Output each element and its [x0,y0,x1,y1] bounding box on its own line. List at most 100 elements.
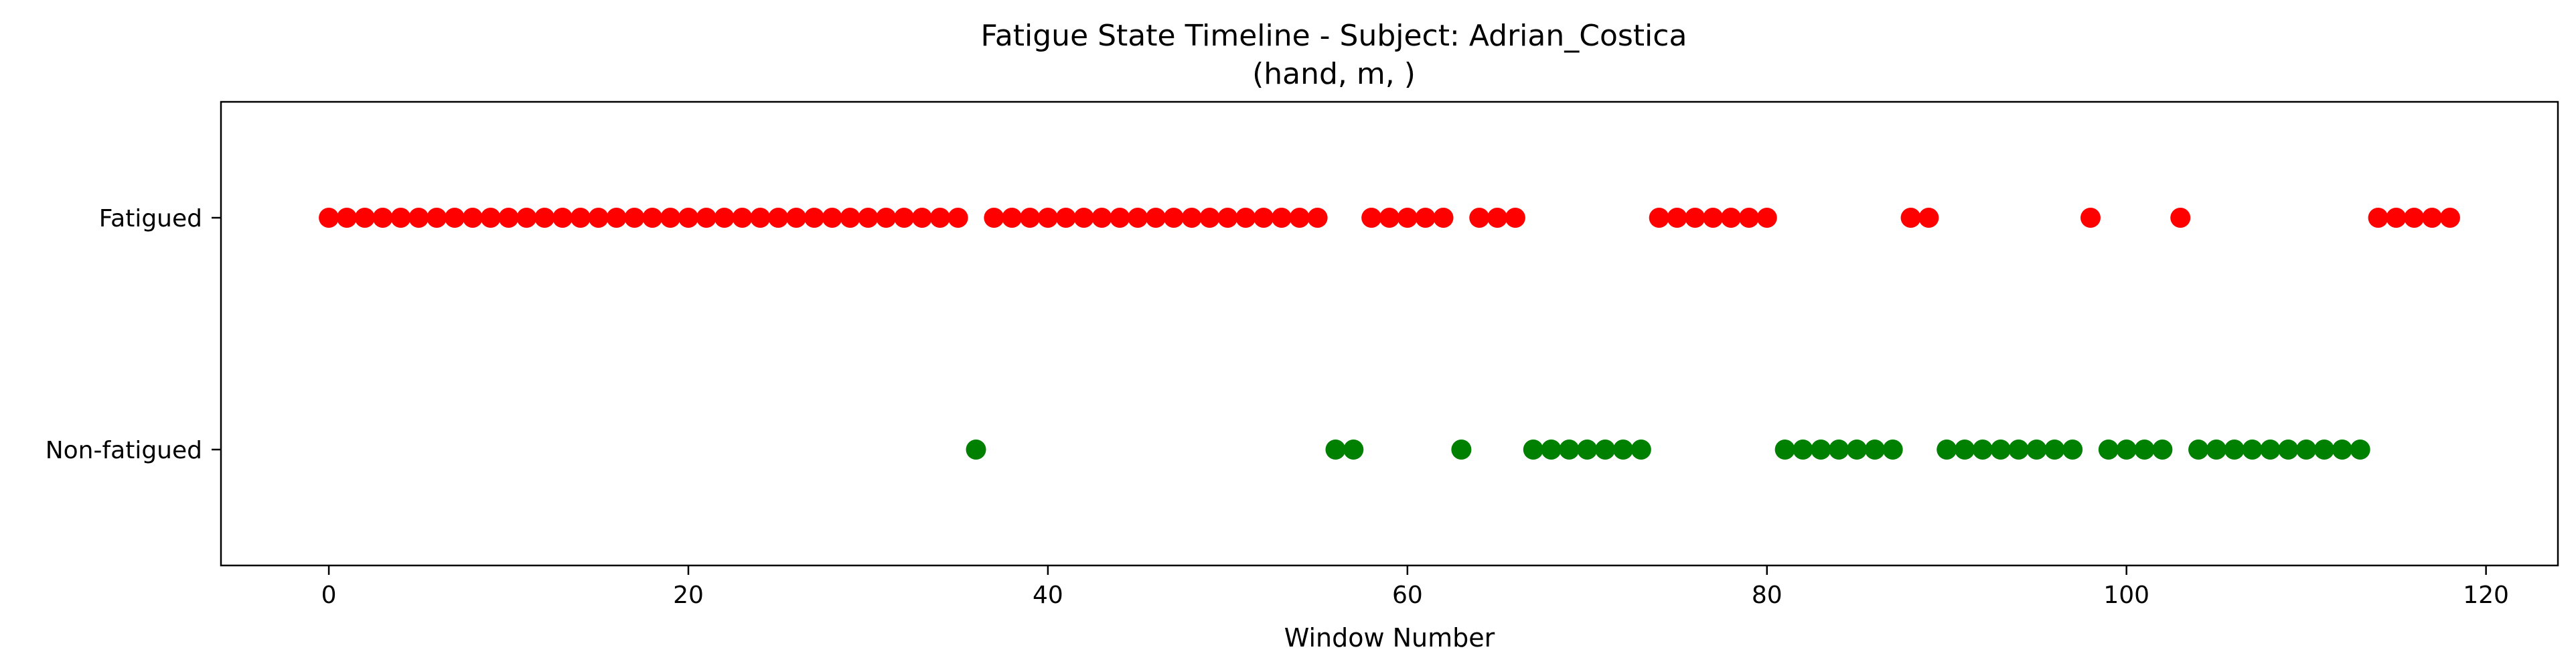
data-point [390,208,411,228]
data-point [2224,440,2245,460]
data-point [822,208,842,228]
data-point [2116,440,2137,460]
plot-marks [319,208,2460,460]
data-point [1037,208,1058,228]
data-point [1289,208,1310,228]
data-point [2206,440,2226,460]
data-point [1361,208,1382,228]
data-point [804,208,824,228]
data-point [1397,208,1418,228]
data-point [1002,208,1022,228]
data-point [427,208,447,228]
data-point [624,208,645,228]
data-point [1847,440,1867,460]
data-point [2098,440,2119,460]
data-point [1217,208,1238,228]
data-point [588,208,609,228]
data-point [1343,440,1364,460]
data-point [570,208,591,228]
data-point [696,208,716,228]
data-point [929,208,950,228]
chart-title: Fatigue State Timeline - Subject: Adrian… [981,19,1687,53]
data-point [1703,208,1724,228]
data-point [462,208,483,228]
data-point [2062,440,2083,460]
data-point [642,208,663,228]
data-point [1146,208,1166,228]
data-point [948,208,968,228]
data-point [1505,208,1525,228]
data-point [1128,208,1148,228]
data-point [2080,208,2101,228]
data-point [498,208,519,228]
data-point [1955,440,1975,460]
data-point [2386,208,2407,228]
data-point [2404,208,2425,228]
data-point [1882,440,1903,460]
data-point [1774,440,1795,460]
data-point [1451,440,1472,460]
x-axis-ticks: 0 20 40 60 80 100 120 [321,565,2509,609]
x-tick-label: 100 [2103,582,2149,609]
data-point [1738,208,1759,228]
y-axis-ticks: Non-fatigued Fatigued [46,205,221,464]
data-point [445,208,465,228]
data-point [2314,440,2334,460]
data-point [1469,208,1490,228]
data-point [660,208,681,228]
data-point [966,440,986,460]
data-point [732,208,753,228]
x-tick-label: 20 [673,582,704,609]
data-point [2026,440,2047,460]
data-point [1685,208,1706,228]
data-point [354,208,375,228]
data-point [372,208,393,228]
data-point [1864,440,1885,460]
data-point [1937,440,1957,460]
data-point [480,208,501,228]
data-point [552,208,573,228]
data-point [912,208,932,228]
data-point [2422,208,2443,228]
x-axis-label: Window Number [1284,623,1495,653]
data-point [1487,208,1508,228]
data-point [1631,440,1651,460]
data-point [1307,208,1328,228]
data-point [2134,440,2155,460]
x-tick-label: 40 [1033,582,1063,609]
data-point [1793,440,1813,460]
data-point [1972,440,1993,460]
data-point [2044,440,2065,460]
y-tick-label: Non-fatigued [46,437,202,464]
data-point [2350,440,2370,460]
data-point [1379,208,1399,228]
data-point [606,208,627,228]
data-point [1091,208,1112,228]
data-point [1199,208,1220,228]
data-point [1541,440,1562,460]
data-point [516,208,537,228]
data-point [2242,440,2263,460]
data-point [2260,440,2281,460]
data-point [2008,440,2029,460]
data-point [858,208,879,228]
x-tick-label: 60 [1392,582,1423,609]
data-point [2439,208,2460,228]
data-point [840,208,860,228]
data-point [876,208,897,228]
data-point [2188,440,2209,460]
data-point [1900,208,1921,228]
data-point [1254,208,1274,228]
data-point [786,208,807,228]
data-point [1415,208,1436,228]
data-point [984,208,1004,228]
data-point [319,208,339,228]
data-point [894,208,915,228]
data-point [2152,440,2173,460]
data-point [1325,440,1346,460]
x-tick-label: 80 [1752,582,1783,609]
data-point [714,208,735,228]
data-point [408,208,429,228]
data-point [336,208,357,228]
data-point [1073,208,1094,228]
